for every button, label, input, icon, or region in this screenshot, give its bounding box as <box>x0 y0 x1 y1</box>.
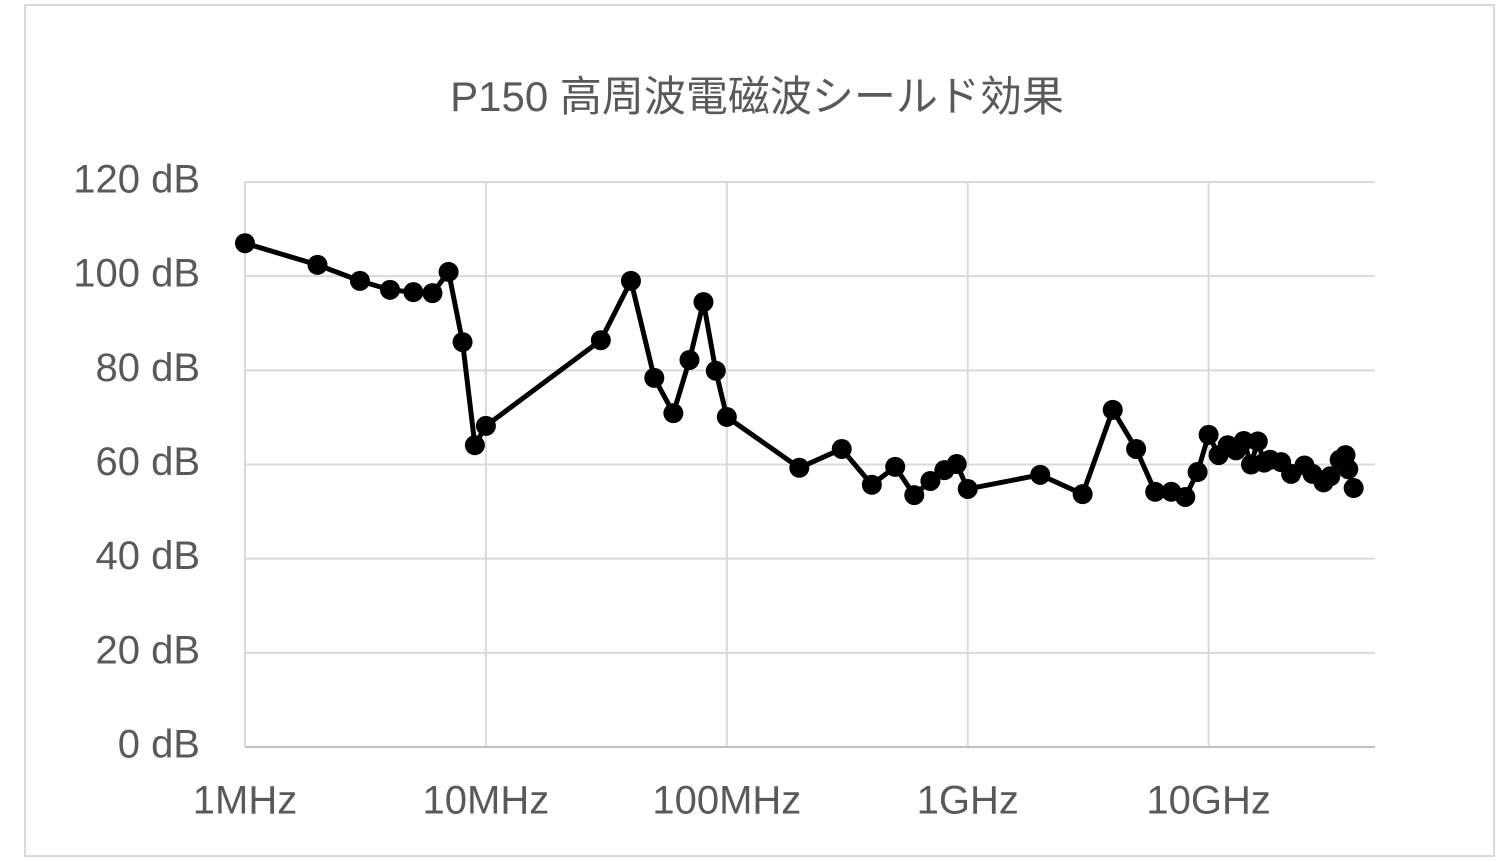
data-point <box>422 283 443 304</box>
x-tick-label: 10MHz <box>423 779 550 823</box>
data-point <box>885 456 906 477</box>
data-point <box>1126 438 1147 459</box>
data-point <box>620 270 641 291</box>
data-point <box>235 233 255 254</box>
y-tick-label: 60 dB <box>95 440 200 484</box>
data-point <box>1187 462 1208 483</box>
data-point <box>957 478 978 499</box>
y-tick-label: 0 dB <box>118 723 200 767</box>
data-point <box>307 254 328 275</box>
data-point <box>452 332 473 353</box>
x-tick-label: 1MHz <box>193 779 297 823</box>
data-point <box>590 330 611 351</box>
y-tick-label: 40 dB <box>95 534 200 578</box>
x-tick-label: 10GHz <box>1146 779 1271 823</box>
data-point <box>946 454 967 475</box>
y-tick-label: 80 dB <box>95 346 200 390</box>
data-point <box>705 360 726 381</box>
data-point <box>438 261 459 282</box>
data-point <box>1198 424 1219 445</box>
x-tick-label: 1GHz <box>917 779 1019 823</box>
data-point <box>789 457 810 478</box>
data-point <box>1072 484 1093 505</box>
data-point <box>1233 430 1254 451</box>
data-point <box>716 406 737 427</box>
x-tick-label: 100MHz <box>652 779 801 823</box>
data-point <box>1030 464 1051 485</box>
data-point <box>1338 459 1359 480</box>
data-point <box>1102 399 1123 420</box>
data-point <box>663 403 684 424</box>
data-point <box>831 438 852 459</box>
data-point <box>349 270 370 291</box>
data-point <box>1175 486 1196 507</box>
y-tick-label: 100 dB <box>73 252 200 296</box>
data-point <box>1145 481 1166 502</box>
data-point <box>1320 466 1341 487</box>
data-point <box>1247 431 1268 452</box>
y-tick-label: 20 dB <box>95 628 200 672</box>
data-point <box>693 292 714 313</box>
data-point <box>644 367 665 388</box>
data-point <box>380 279 401 300</box>
data-point <box>861 474 882 495</box>
chart-frame <box>24 4 1495 857</box>
data-point <box>464 435 485 456</box>
data-point <box>1343 478 1364 499</box>
y-tick-label: 120 dB <box>73 158 200 202</box>
data-point <box>475 415 496 436</box>
data-point <box>679 349 700 370</box>
data-point <box>904 485 925 506</box>
chart-title: P150 高周波電磁波シールド効果 <box>450 73 1064 120</box>
data-point <box>920 470 941 491</box>
data-point <box>403 282 424 303</box>
